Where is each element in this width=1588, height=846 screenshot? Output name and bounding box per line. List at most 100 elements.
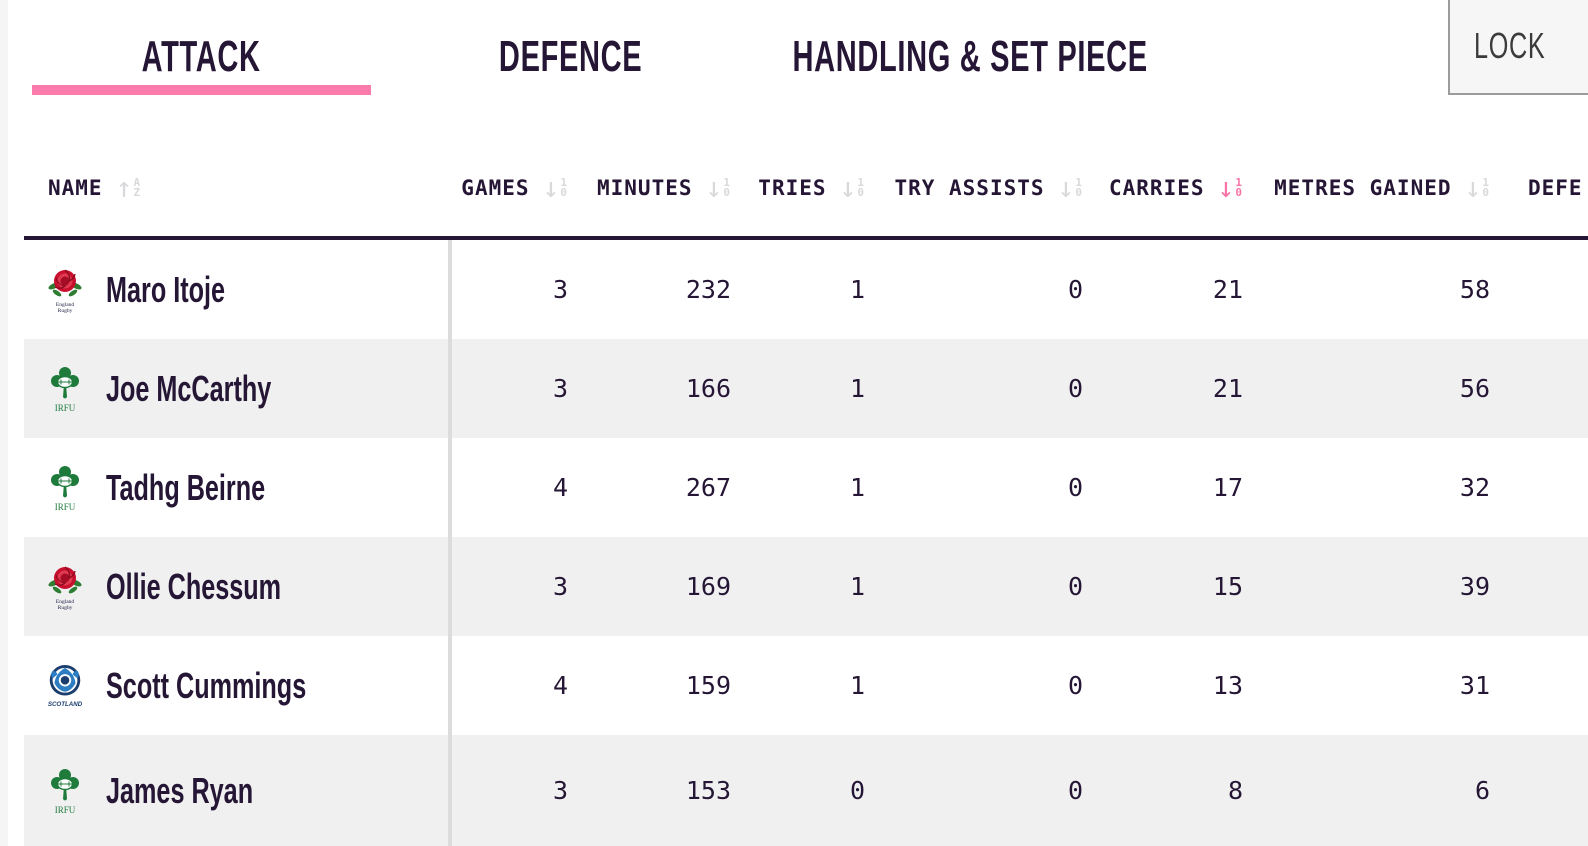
- column-header-minutes[interactable]: MINUTES ↓ 1 0: [568, 140, 731, 236]
- svg-text:Rugby: Rugby: [58, 308, 73, 314]
- stat-cell-minutes: 166: [685, 374, 731, 403]
- sort-alpha-icon: ↑ A Z: [115, 171, 142, 204]
- stat-cell-carries: 8: [1227, 776, 1243, 805]
- stat-cell-metres-gained: 31: [1459, 671, 1490, 700]
- table-row[interactable]: IRFU Tadhg Beirne 4 267 1 0 17 32: [24, 438, 1588, 537]
- stat-cell-tries: 1: [849, 671, 865, 700]
- lock-filter-label: LOCK: [1474, 24, 1546, 66]
- svg-text:IRFU: IRFU: [55, 403, 76, 413]
- table-row[interactable]: IRFU Joe McCarthy 3 166 1 0 21 56: [24, 339, 1588, 438]
- player-cell: IRFU Tadhg Beirne: [24, 438, 440, 537]
- sort-numeric-icon: ↓ 1 0: [839, 171, 865, 204]
- column-header-defe-label: DEFE: [1528, 176, 1583, 200]
- stat-cell-games: 3: [552, 374, 568, 403]
- tab-attack[interactable]: ATTACK: [32, 28, 371, 86]
- stat-cell-carries: 13: [1212, 671, 1243, 700]
- stat-cell-tries: 0: [849, 776, 865, 805]
- name-column-divider: [448, 240, 452, 846]
- stat-cell-carries: 21: [1212, 374, 1243, 403]
- player-cell: England Rugby Ollie Chessum: [24, 537, 440, 636]
- table-row[interactable]: England Rugby Maro Itoje 3 232 1 0 21 58: [24, 240, 1588, 339]
- stat-cell-try-assists: 0: [1067, 275, 1083, 304]
- svg-text:SCOTLAND: SCOTLAND: [48, 701, 83, 708]
- player-cell: IRFU James Ryan: [24, 735, 440, 846]
- tab-handling-set-piece[interactable]: HANDLING & SET PIECE: [770, 28, 1170, 86]
- svg-text:England: England: [56, 599, 75, 605]
- ireland-rugby-logo: IRFU: [44, 766, 86, 816]
- sort-numeric-icon: ↓ 1 0: [1464, 171, 1490, 204]
- stat-cell-try-assists: 0: [1067, 572, 1083, 601]
- stat-cell-metres-gained: 58: [1459, 275, 1490, 304]
- stat-cell-defe: [1490, 438, 1588, 537]
- player-cell: SCOTLAND Scott Cummings: [24, 636, 440, 735]
- stat-cell-metres-gained: 56: [1459, 374, 1490, 403]
- column-header-name-label: NAME: [48, 176, 103, 200]
- column-header-name[interactable]: NAME ↑ A Z: [24, 140, 440, 236]
- sort-numeric-icon: ↓ 1 0: [705, 171, 731, 204]
- lock-filter-button[interactable]: LOCK: [1448, 0, 1588, 95]
- england-rugby-logo: England Rugby: [44, 265, 86, 315]
- england-rugby-logo: England Rugby: [44, 562, 86, 612]
- player-cell: England Rugby Maro Itoje: [24, 240, 440, 339]
- table-body: England Rugby Maro Itoje 3 232 1 0 21 58 IRFU Joe …: [24, 240, 1588, 846]
- stat-cell-minutes: 159: [685, 671, 731, 700]
- stat-cell-games: 4: [552, 671, 568, 700]
- stat-cell-carries: 21: [1212, 275, 1243, 304]
- column-header-games-label: GAMES: [461, 176, 530, 200]
- table-row[interactable]: SCOTLAND Scott Cummings 4 159 1 0 13 31: [24, 636, 1588, 735]
- stat-cell-metres-gained: 6: [1474, 776, 1490, 805]
- table-row[interactable]: England Rugby Ollie Chessum 3 169 1 0 15 39: [24, 537, 1588, 636]
- player-name: Ollie Chessum: [106, 565, 282, 607]
- header-divider-rule: [24, 236, 1588, 240]
- sort-numeric-icon: ↓ 1 0: [1057, 171, 1083, 204]
- stat-cell-defe: [1490, 339, 1588, 438]
- svg-text:IRFU: IRFU: [55, 805, 76, 815]
- player-name: James Ryan: [106, 769, 254, 811]
- stat-cell-metres-gained: 39: [1459, 572, 1490, 601]
- stats-table: NAME ↑ A Z GAMES ↓ 1 0 MINUTES ↓ 1 0 TRIES ↓ 1 0…: [24, 140, 1588, 846]
- stat-cell-defe: [1490, 636, 1588, 735]
- stat-cell-tries: 1: [849, 275, 865, 304]
- stat-cell-minutes: 232: [685, 275, 731, 304]
- column-header-tries[interactable]: TRIES ↓ 1 0: [731, 140, 865, 236]
- stat-cell-defe: [1490, 735, 1588, 846]
- column-header-minutes-label: MINUTES: [597, 176, 693, 200]
- stat-cell-try-assists: 0: [1067, 473, 1083, 502]
- stat-cell-games: 3: [552, 572, 568, 601]
- sort-numeric-icon-active: ↓ 1 0: [1217, 171, 1243, 204]
- svg-text:Rugby: Rugby: [58, 605, 73, 611]
- column-header-metres-gained[interactable]: METRES GAINED ↓ 1 0: [1243, 140, 1490, 236]
- ireland-rugby-logo: IRFU: [44, 364, 86, 414]
- svg-text:England: England: [56, 302, 75, 308]
- stat-cell-try-assists: 0: [1067, 671, 1083, 700]
- column-header-carries-label: CARRIES: [1109, 176, 1205, 200]
- svg-text:IRFU: IRFU: [55, 502, 76, 512]
- column-header-games[interactable]: GAMES ↓ 1 0: [440, 140, 568, 236]
- stat-cell-defe: [1490, 240, 1588, 339]
- column-header-tries-label: TRIES: [758, 176, 827, 200]
- tab-attack-label: ATTACK: [141, 32, 262, 81]
- tab-defence[interactable]: DEFENCE: [401, 28, 740, 86]
- stats-card: ATTACK DEFENCE HANDLING & SET PIECE LOCK…: [8, 0, 1588, 846]
- stat-cell-minutes: 267: [685, 473, 731, 502]
- stat-cell-try-assists: 0: [1067, 374, 1083, 403]
- tab-defence-label: DEFENCE: [498, 32, 643, 81]
- stat-cell-carries: 15: [1212, 572, 1243, 601]
- scotland-rugby-logo: SCOTLAND: [44, 661, 86, 711]
- player-name: Scott Cummings: [106, 664, 307, 706]
- stat-cell-carries: 17: [1212, 473, 1243, 502]
- ireland-rugby-logo: IRFU: [44, 463, 86, 513]
- sort-numeric-icon: ↓ 1 0: [542, 171, 568, 204]
- active-tab-underline: [32, 85, 371, 95]
- column-header-try-assists[interactable]: TRY ASSISTS ↓ 1 0: [865, 140, 1083, 236]
- stat-cell-minutes: 153: [685, 776, 731, 805]
- column-header-defe-truncated[interactable]: DEFE: [1490, 140, 1588, 236]
- player-name: Tadhg Beirne: [106, 466, 266, 508]
- stat-cell-defe: [1490, 537, 1588, 636]
- table-row[interactable]: IRFU James Ryan 3 153 0 0 8 6: [24, 735, 1588, 846]
- stat-cell-games: 3: [552, 275, 568, 304]
- column-header-metres-gained-label: METRES GAINED: [1274, 176, 1452, 200]
- stat-cell-minutes: 169: [685, 572, 731, 601]
- column-header-carries[interactable]: CARRIES ↓ 1 0: [1083, 140, 1243, 236]
- player-name: Joe McCarthy: [106, 367, 272, 409]
